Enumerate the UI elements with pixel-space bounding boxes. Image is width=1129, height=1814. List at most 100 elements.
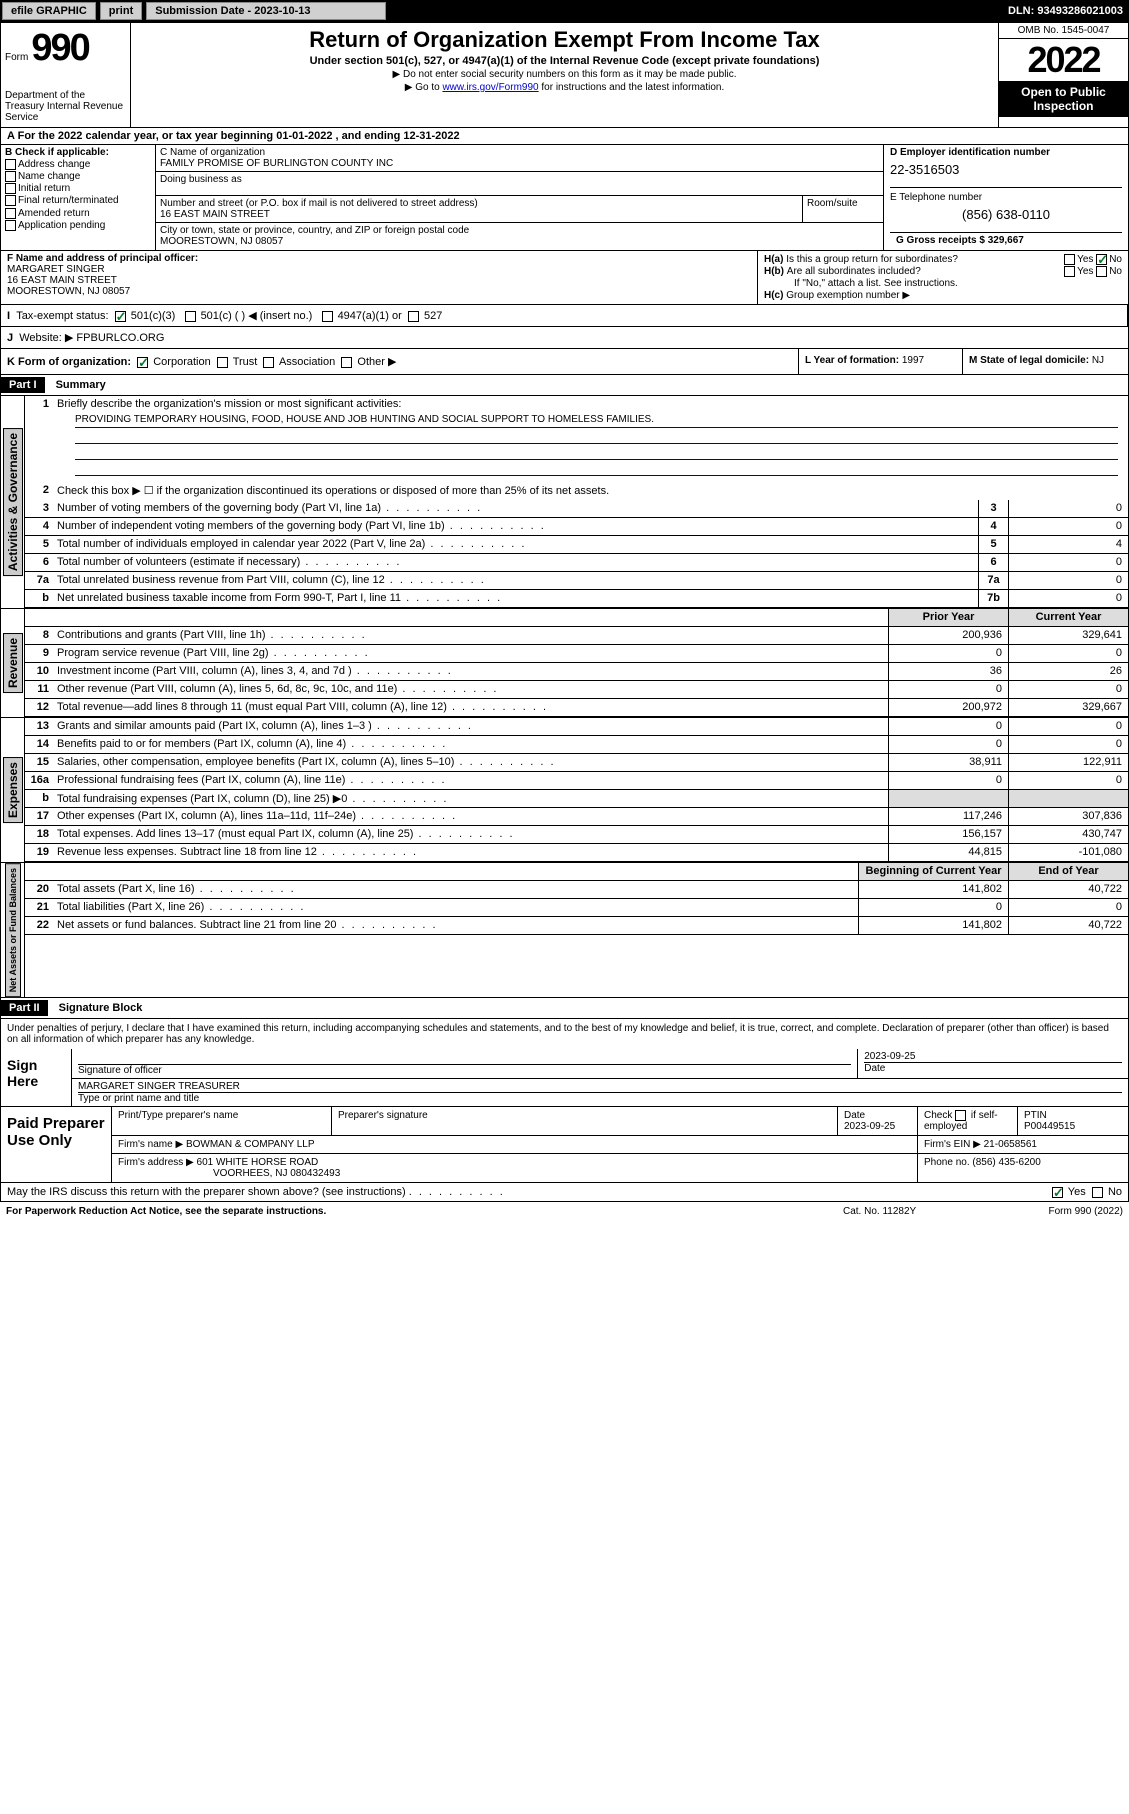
check-app-pending[interactable]: Application pending (5, 220, 151, 231)
k-corp-check[interactable] (137, 357, 148, 368)
tel-label: E Telephone number (890, 192, 1122, 203)
line-text: Total liabilities (Part X, line 26) (53, 899, 858, 916)
discuss-question: May the IRS discuss this return with the… (7, 1186, 406, 1198)
current-value: 430,747 (1008, 826, 1128, 843)
line-box: 7b (978, 590, 1008, 607)
mission-blank (75, 462, 1118, 476)
mission-text: PROVIDING TEMPORARY HOUSING, FOOD, HOUSE… (75, 414, 1118, 428)
street-value: 16 EAST MAIN STREET (160, 209, 798, 220)
hb-note: If "No," attach a list. See instructions… (794, 278, 1122, 289)
line-a: A For the 2022 calendar year, or tax yea… (0, 128, 1129, 145)
vtab-governance: Activities & Governance (3, 428, 23, 576)
footer-cat: Cat. No. 11282Y (843, 1206, 993, 1217)
current-value: 307,836 (1008, 808, 1128, 825)
dln-label: DLN: 93493286021003 (1002, 3, 1129, 19)
form-number: 990 (31, 27, 88, 69)
ha-no-check[interactable] (1096, 254, 1107, 265)
ha-label: Is this a group return for subordinates? (786, 254, 1064, 265)
i-4947-check[interactable] (322, 311, 333, 322)
col-begin: Beginning of Current Year (858, 863, 1008, 880)
prior-value: 0 (888, 736, 1008, 753)
dept-label: Department of the Treasury Internal Reve… (5, 90, 126, 123)
current-value: 122,911 (1008, 754, 1128, 771)
check-initial-return[interactable]: Initial return (5, 183, 151, 194)
line-text: Total revenue—add lines 8 through 11 (mu… (53, 699, 888, 716)
prep-sig-label: Preparer's signature (332, 1107, 838, 1135)
open-public-label: Open to Public Inspection (999, 81, 1128, 117)
i-501c-check[interactable] (185, 311, 196, 322)
line-text: Investment income (Part VIII, column (A)… (53, 663, 888, 680)
prior-value: 117,246 (888, 808, 1008, 825)
line-text: Total unrelated business revenue from Pa… (53, 572, 978, 589)
irs-link[interactable]: www.irs.gov/Form990 (442, 82, 538, 93)
vtab-revenue: Revenue (3, 633, 23, 693)
print-button[interactable]: print (100, 2, 142, 20)
hb-no-check[interactable] (1096, 266, 1107, 277)
check-address-change[interactable]: Address change (5, 159, 151, 170)
note-ssn: Do not enter social security numbers on … (403, 69, 736, 80)
officer-name-title: MARGARET SINGER TREASURER (78, 1081, 1122, 1093)
submission-date-label: Submission Date - 2023-10-13 (146, 2, 386, 20)
current-value (1008, 790, 1128, 807)
vtab-expenses: Expenses (3, 757, 23, 823)
line-text: Total fundraising expenses (Part IX, col… (53, 790, 888, 807)
part1-title: Summary (56, 379, 106, 391)
prep-date: 2023-09-25 (844, 1121, 895, 1132)
officer-street: 16 EAST MAIN STREET (7, 275, 751, 286)
hb-label: Are all subordinates included? (787, 266, 1064, 277)
ha-yes-check[interactable] (1064, 254, 1075, 265)
prior-value: 156,157 (888, 826, 1008, 843)
tel-value: (856) 638-0110 (890, 207, 1122, 222)
gross-value: 329,667 (988, 235, 1024, 246)
current-value: 329,667 (1008, 699, 1128, 716)
c-name-label: C Name of organization (160, 147, 879, 158)
check-final-return[interactable]: Final return/terminated (5, 195, 151, 206)
line-text: Number of independent voting members of … (53, 518, 978, 535)
topbar: efile GRAPHIC print Submission Date - 20… (0, 0, 1129, 22)
current-value: 40,722 (1008, 917, 1128, 934)
efile-label: efile GRAPHIC (2, 2, 96, 20)
hc-label: Group exemption number ▶ (786, 290, 910, 301)
line-box: 3 (978, 500, 1008, 517)
form-word: Form (5, 52, 28, 63)
hb-yes-check[interactable] (1064, 266, 1075, 277)
current-value: -101,080 (1008, 844, 1128, 861)
check-name-change[interactable]: Name change (5, 171, 151, 182)
state-domicile: NJ (1092, 355, 1104, 366)
current-value: 26 (1008, 663, 1128, 680)
form-header: Form 990 Department of the Treasury Inte… (0, 22, 1129, 128)
k-assoc-check[interactable] (263, 357, 274, 368)
prior-value (888, 790, 1008, 807)
officer-name: MARGARET SINGER (7, 264, 751, 275)
prior-value: 141,802 (858, 917, 1008, 934)
paid-preparer-label: Paid Preparer Use Only (1, 1107, 111, 1182)
prior-value: 0 (888, 681, 1008, 698)
current-value: 0 (1008, 718, 1128, 735)
line-text: Salaries, other compensation, employee b… (53, 754, 888, 771)
line-text: Number of voting members of the governin… (53, 500, 978, 517)
k-trust-check[interactable] (217, 357, 228, 368)
line-value: 0 (1008, 518, 1128, 535)
street-label: Number and street (or P.O. box if mail i… (160, 198, 798, 209)
footer-left: For Paperwork Reduction Act Notice, see … (6, 1206, 843, 1217)
line-value: 0 (1008, 590, 1128, 607)
i-527-check[interactable] (408, 311, 419, 322)
line-text: Other revenue (Part VIII, column (A), li… (53, 681, 888, 698)
city-label: City or town, state or province, country… (160, 225, 879, 236)
i-501c3-check[interactable] (115, 311, 126, 322)
col-current: Current Year (1008, 609, 1128, 626)
line-box: 4 (978, 518, 1008, 535)
line-box: 6 (978, 554, 1008, 571)
prior-value: 0 (888, 645, 1008, 662)
j-label: Website: ▶ (19, 332, 73, 344)
k-other-check[interactable] (341, 357, 352, 368)
line-text: Contributions and grants (Part VIII, lin… (53, 627, 888, 644)
discuss-no-check[interactable] (1092, 1187, 1103, 1198)
firm-name: BOWMAN & COMPANY LLP (186, 1139, 315, 1150)
line1-label: Briefly describe the organization's miss… (53, 396, 1128, 414)
discuss-yes-check[interactable] (1052, 1187, 1063, 1198)
check-amended[interactable]: Amended return (5, 208, 151, 219)
year-formation: 1997 (902, 355, 924, 366)
self-employed-check[interactable] (955, 1110, 966, 1121)
k-label: K Form of organization: (7, 356, 131, 368)
